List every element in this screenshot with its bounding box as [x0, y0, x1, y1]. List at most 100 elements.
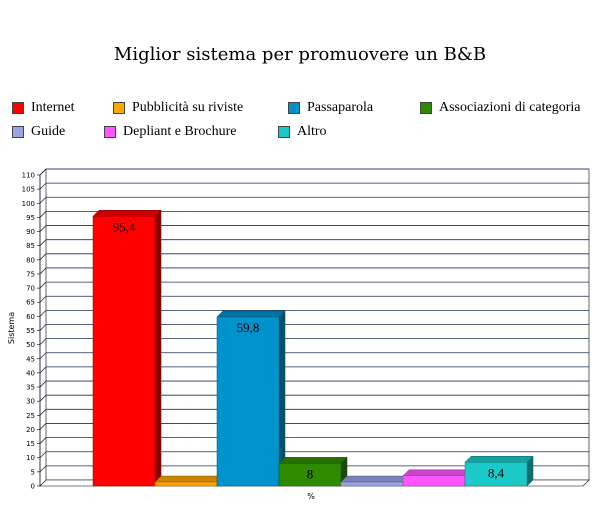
y-axis-ticks: 0 5 10 15 20 25 30 35 40 45 50 55 60 65 70 75 80 85 90 95 10…: [22, 172, 40, 491]
legend: Internet Pubblicità su riviste Passaparo…: [0, 0, 600, 160]
legend-swatch-guide: [12, 126, 24, 138]
y-tick-label: 95: [26, 214, 35, 222]
y-tick-label: 35: [26, 384, 35, 392]
bar-value-label: 95,4: [113, 219, 136, 234]
y-tick-label: 85: [26, 242, 35, 250]
bar-top: [216, 310, 286, 318]
y-tick-label: 70: [26, 285, 35, 293]
bar: 8: [278, 456, 348, 487]
legend-label-internet: Internet: [31, 100, 75, 115]
grid-line-side: [39, 324, 47, 331]
bar-value-label: 59,8: [237, 320, 260, 335]
y-tick-label: 80: [26, 256, 35, 264]
x-axis-label: %: [307, 492, 315, 501]
bar-top: [278, 457, 348, 464]
bar-front: [402, 475, 466, 487]
bar-front: [92, 216, 156, 487]
grid-line-side: [39, 225, 47, 232]
legend-swatch-pubblicita: [113, 102, 125, 114]
bar-front: [464, 462, 528, 487]
grid-line-side: [39, 380, 47, 388]
y-tick-label: 50: [26, 341, 35, 349]
grid-line-side: [39, 253, 47, 261]
y-tick-label: 55: [26, 327, 35, 335]
y-tick-label: 5: [31, 468, 35, 476]
legend-swatch-associazioni: [420, 102, 432, 114]
y-tick-label: 25: [26, 412, 35, 420]
y-axis-label: Sistema: [7, 312, 16, 344]
grid-line-side: [39, 267, 47, 275]
legend-swatch-depliant: [104, 126, 116, 138]
grid-line-side: [39, 239, 47, 246]
y-tick-label: 105: [22, 186, 35, 194]
y-tick-label: 15: [26, 440, 35, 448]
y-tick-label: 10: [26, 454, 35, 462]
bar-value-label: 8,4: [488, 465, 505, 480]
bar-top: [154, 475, 224, 483]
bar: 95,4: [92, 209, 162, 487]
grid-line-side: [39, 182, 47, 190]
legend-item-altro: Altro: [278, 124, 327, 140]
bar: 8,4: [464, 455, 534, 487]
y-tick-label: 60: [26, 313, 35, 321]
bar: [402, 469, 472, 487]
legend-label-altro: Altro: [297, 124, 327, 139]
legend-item-guide: Guide: [12, 124, 65, 140]
legend-item-pubblicita: Pubblicità su riviste: [113, 100, 243, 116]
grid-line-side: [39, 409, 47, 416]
y-tick-label: 0: [31, 483, 35, 491]
y-tick-label: 45: [26, 355, 35, 363]
grid-line-side: [39, 437, 47, 444]
grid-line-side: [39, 338, 47, 345]
y-tick-label: 100: [22, 200, 35, 208]
grid-line-side: [39, 168, 47, 176]
chart-title: Miglior sistema per promuovere un B&B: [113, 44, 487, 65]
legend-label-associazioni: Associazioni di categoria: [439, 100, 581, 115]
legend-item-associazioni: Associazioni di categoria: [420, 100, 581, 116]
bar-top: [340, 475, 410, 483]
legend-item-internet: Internet: [12, 100, 75, 116]
bar-front: [278, 463, 342, 487]
legend-swatch-internet: [12, 102, 24, 114]
grid-line-side: [39, 295, 47, 303]
bar-front: [216, 316, 280, 487]
grid-line-side: [39, 451, 47, 459]
legend-label-passaparola: Passaparola: [307, 100, 374, 115]
y-tick-label: 65: [26, 299, 35, 307]
legend-swatch-passaparola: [288, 102, 300, 114]
legend-swatch-altro: [278, 126, 290, 138]
legend-item-passaparola: Passaparola: [288, 100, 373, 116]
grid-line-side: [39, 211, 47, 218]
grid-line-side: [39, 196, 47, 204]
bar-top: [92, 210, 162, 217]
grid-lines: [39, 168, 589, 473]
legend-item-depliant: Depliant e Brochure: [104, 124, 237, 140]
grid-line-side: [39, 281, 47, 289]
bar: 59,8: [216, 310, 286, 487]
grid-line-side: [39, 310, 47, 317]
legend-label-guide: Guide: [31, 124, 66, 139]
bar: [340, 475, 410, 487]
grid-line-side: [39, 394, 47, 402]
bar: [154, 475, 224, 487]
grid-line-side: [39, 423, 47, 430]
y-tick-label: 90: [26, 228, 35, 236]
y-tick-label: 40: [26, 369, 35, 377]
bar-value-label: 8: [307, 466, 314, 481]
grid-line-side: [39, 465, 47, 473]
grid-line-side: [39, 366, 47, 374]
bar-top: [464, 456, 534, 463]
bar-front: [340, 481, 404, 487]
bar-top: [402, 469, 472, 477]
bars: 95,4 59,8 8 8,4: [92, 209, 534, 487]
bar-front: [154, 481, 218, 487]
y-tick-label: 20: [26, 426, 35, 434]
grid-line-side: [39, 352, 47, 360]
y-tick-label: 30: [26, 398, 35, 406]
legend-label-pubblicita: Pubblicità su riviste: [132, 100, 244, 115]
legend-label-depliant: Depliant e Brochure: [123, 124, 237, 139]
y-tick-label: 110: [22, 172, 35, 180]
bar-side: [154, 209, 162, 487]
y-tick-label: 75: [26, 270, 35, 278]
